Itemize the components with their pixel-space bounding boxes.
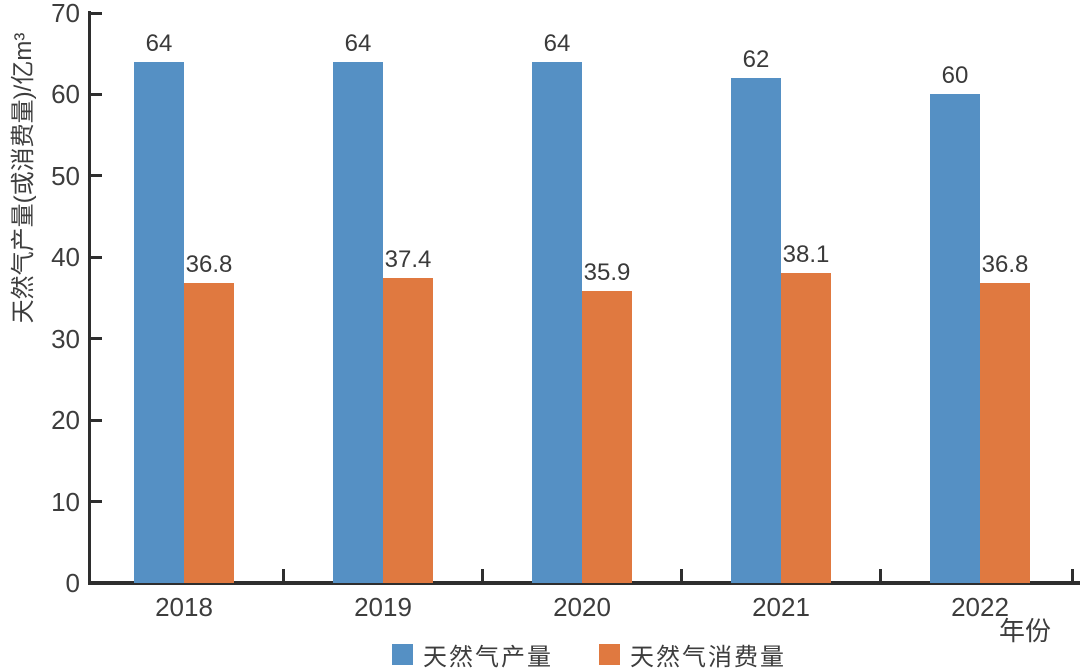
y-axis-tick — [91, 11, 102, 15]
bar-production — [532, 61, 582, 583]
bar-value-label: 64 — [543, 29, 571, 57]
bar-consumption — [781, 272, 831, 583]
y-axis-tick — [91, 500, 102, 504]
consumption-color-swatch — [599, 644, 620, 665]
y-axis-tick — [91, 418, 102, 422]
x-tick-label: 2018 — [155, 592, 213, 622]
y-axis-tick — [91, 92, 102, 96]
x-tick-label: 2020 — [553, 592, 611, 622]
bar-value-label: 64 — [344, 29, 372, 57]
x-tick-label: 2019 — [354, 592, 412, 622]
bar-value-label: 35.9 — [583, 258, 631, 286]
y-axis-tick — [91, 337, 102, 341]
legend-label-consumption: 天然气消费量 — [630, 644, 786, 671]
x-axis-line — [88, 581, 1080, 585]
production-color-swatch — [392, 644, 413, 665]
y-axis-tick — [91, 581, 102, 585]
chart-legend: 天然气产量 天然气消费量 — [392, 637, 786, 672]
bar-value-label: 36.8 — [981, 251, 1029, 279]
bar-value-label: 62 — [742, 46, 770, 74]
x-axis-tick — [680, 569, 683, 581]
y-tick-label: 20 — [51, 405, 80, 436]
legend-item-consumption: 天然气消费量 — [599, 637, 786, 672]
bar-value-label: 38.1 — [782, 240, 830, 268]
y-axis-line — [88, 11, 91, 585]
bar-value-label: 37.4 — [384, 246, 432, 274]
x-axis-title: 年份 — [998, 616, 1051, 646]
bar-value-label: 60 — [941, 62, 969, 90]
y-axis-tick — [91, 255, 102, 259]
x-axis-tick-end — [1071, 569, 1074, 581]
bar-value-label: 64 — [145, 29, 173, 57]
bar-consumption — [383, 278, 433, 583]
y-tick-label: 30 — [51, 323, 80, 354]
y-tick-label: 40 — [51, 242, 80, 273]
bar-production — [731, 78, 781, 583]
legend-item-production: 天然气产量 — [392, 637, 553, 672]
bar-value-label: 36.8 — [185, 251, 233, 279]
bar-consumption — [184, 283, 234, 583]
x-tick-label: 2022 — [951, 592, 1009, 622]
bar-production — [333, 61, 383, 583]
legend-label-production: 天然气产量 — [423, 644, 553, 671]
bar-consumption — [582, 290, 632, 583]
bar-production — [930, 94, 980, 583]
bar-production — [134, 61, 184, 583]
x-axis-tick — [879, 569, 882, 581]
y-tick-label: 10 — [51, 486, 80, 517]
x-tick-label: 2021 — [752, 592, 810, 622]
y-tick-label: 0 — [65, 568, 80, 598]
x-axis-tick — [282, 569, 285, 581]
y-tick-label: 70 — [51, 0, 80, 28]
bar-consumption — [980, 283, 1030, 583]
x-axis-tick — [481, 569, 484, 581]
y-tick-label: 50 — [51, 160, 80, 191]
y-tick-label: 60 — [51, 79, 80, 110]
y-axis-tick — [91, 174, 102, 178]
